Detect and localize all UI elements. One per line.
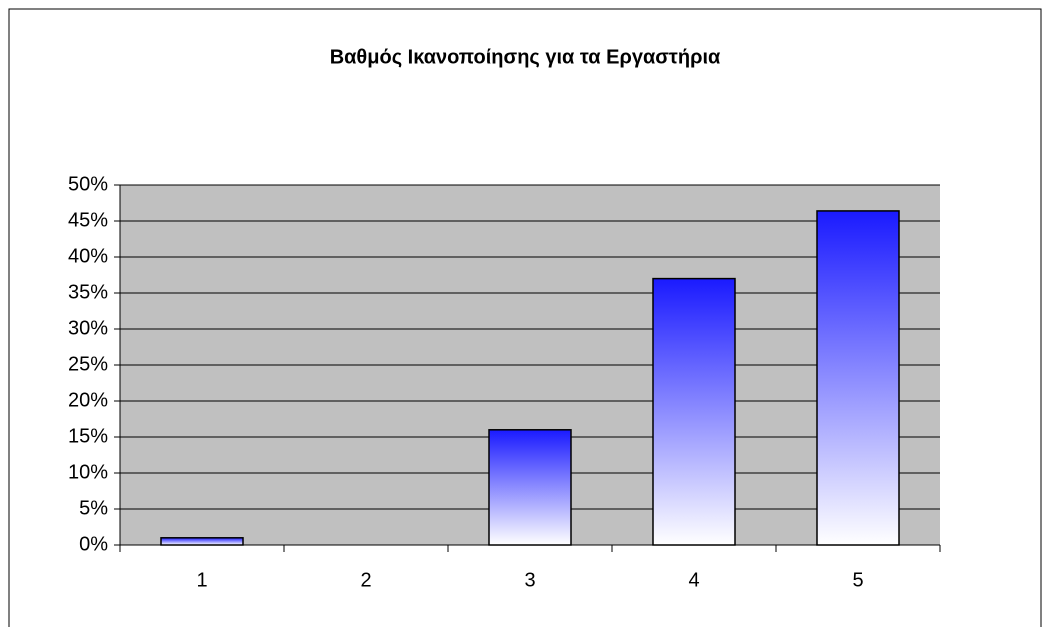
bar: [652, 277, 736, 546]
y-tick-label: 30%: [68, 317, 108, 339]
y-tick-label: 50%: [68, 173, 108, 195]
y-tick-label: 15%: [68, 425, 108, 447]
y-tick-label: 20%: [68, 389, 108, 411]
x-tick-label: 2: [360, 569, 371, 591]
y-tick-label: 40%: [68, 245, 108, 267]
y-tick-label: 0%: [79, 533, 108, 555]
y-tick-label: 25%: [68, 353, 108, 375]
x-tick-label: 3: [524, 569, 535, 591]
x-tick-label: 1: [196, 569, 207, 591]
bar: [488, 429, 572, 546]
y-tick-label: 10%: [68, 461, 108, 483]
y-tick-label: 5%: [79, 497, 108, 519]
x-tick-label: 4: [688, 569, 699, 591]
bar: [160, 537, 244, 546]
y-tick-label: 45%: [68, 209, 108, 231]
x-tick-label: 5: [852, 569, 863, 591]
chart-title: Βαθμός Ικανοποίησης για τα Εργαστήρια: [330, 46, 721, 68]
y-tick-label: 35%: [68, 281, 108, 303]
bar: [816, 210, 900, 546]
